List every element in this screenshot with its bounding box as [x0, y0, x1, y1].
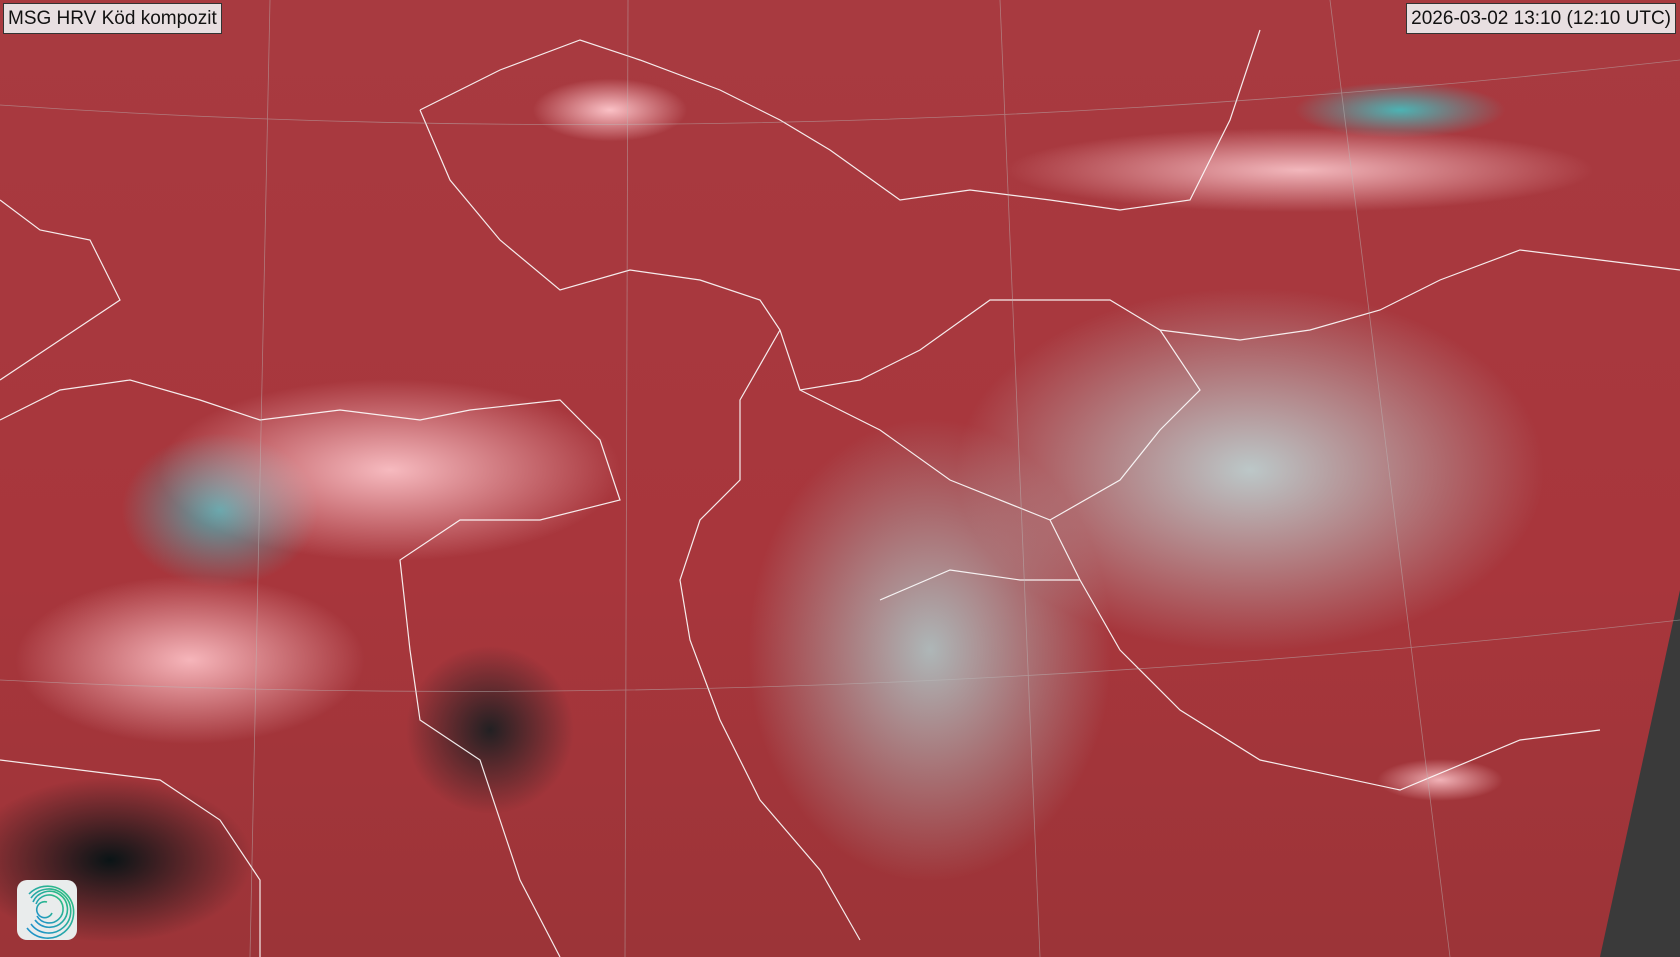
- no-data-area: [1600, 590, 1680, 957]
- product-title: MSG HRV Köd kompozit: [3, 3, 222, 34]
- image-timestamp: 2026-03-02 13:10 (12:10 UTC): [1406, 3, 1676, 34]
- country-borders: [0, 29, 1680, 957]
- swirl-logo-icon: [17, 880, 77, 940]
